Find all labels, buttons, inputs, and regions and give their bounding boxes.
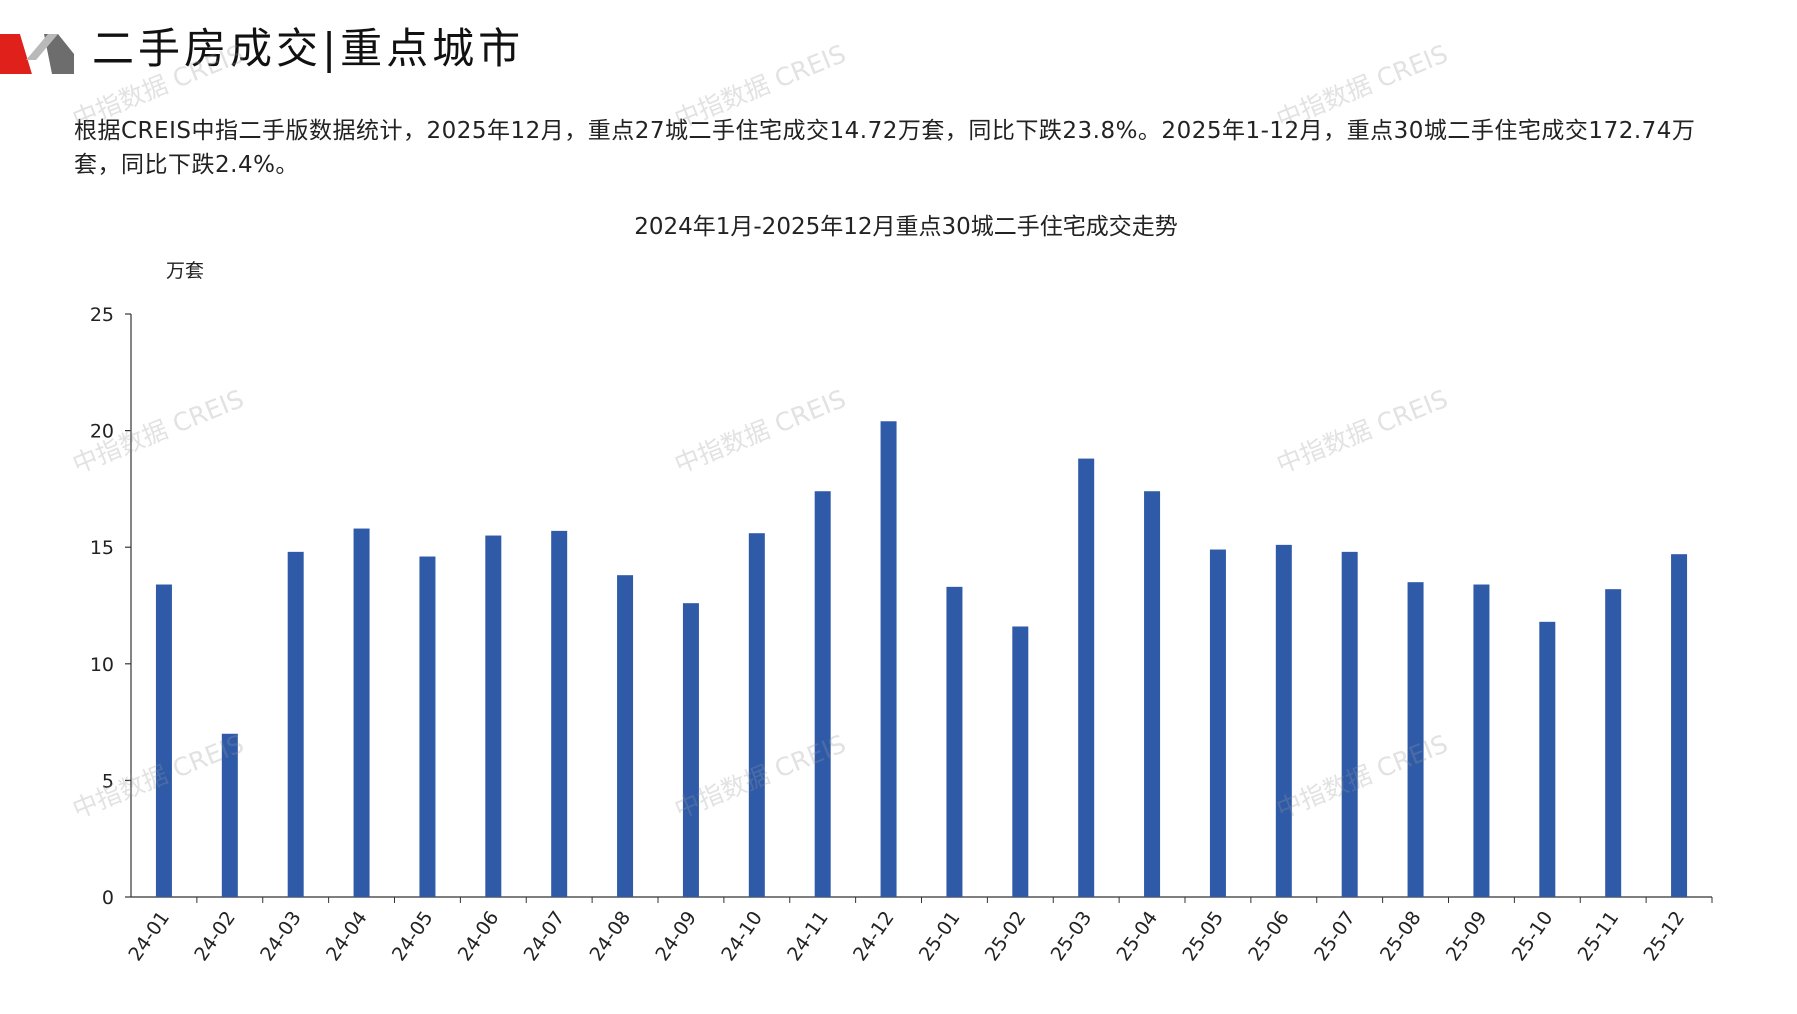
x-tick-label: 24-10	[717, 907, 767, 965]
y-axis-label: 万套	[166, 260, 204, 282]
y-tick-label: 15	[90, 537, 114, 559]
x-tick-label: 24-11	[783, 907, 833, 965]
bar	[353, 528, 370, 897]
x-tick-label: 25-04	[1112, 907, 1162, 965]
bar	[682, 603, 699, 897]
x-tick-label: 24-04	[322, 907, 372, 965]
x-tick-label: 24-07	[520, 907, 570, 965]
x-tick-label: 24-06	[454, 907, 504, 965]
bar	[748, 533, 765, 897]
x-tick-label: 25-06	[1244, 907, 1294, 965]
bar	[155, 584, 172, 897]
bar	[617, 575, 634, 897]
x-tick-label: 25-09	[1442, 907, 1492, 965]
x-tick-label: 24-02	[190, 907, 240, 965]
bar	[880, 421, 897, 897]
bar	[1671, 554, 1688, 897]
bar	[946, 586, 963, 897]
bar	[814, 491, 831, 897]
bar	[1539, 621, 1556, 897]
bar	[419, 556, 436, 897]
x-tick-label: 25-11	[1574, 907, 1624, 965]
summary-text: 根据CREIS中指二手版数据统计，2025年12月，重点27城二手住宅成交14.…	[74, 118, 1696, 178]
chart-container: 2024年1月-2025年12月重点30城二手住宅成交走势万套 0 5 10 15 20 2…	[0, 210, 1797, 1010]
bar	[1144, 491, 1161, 897]
x-tick-label: 25-12	[1639, 907, 1689, 965]
bar	[1341, 551, 1358, 897]
brand-logo-icon	[0, 34, 74, 74]
bar	[1078, 458, 1095, 897]
page-title: 二手房成交|重点城市	[92, 24, 525, 73]
x-tick-label: 24-09	[651, 907, 701, 965]
bar	[1275, 544, 1292, 897]
chart-title: 2024年1月-2025年12月重点30城二手住宅成交走势	[634, 214, 1178, 240]
x-tick-label: 25-08	[1376, 907, 1426, 965]
bar	[221, 733, 238, 897]
bar	[287, 551, 304, 897]
page-header: 二手房成交|重点城市	[0, 24, 1797, 74]
x-tick-label: 25-07	[1310, 907, 1360, 965]
x-tick-label: 24-01	[124, 907, 174, 965]
bar	[1012, 626, 1029, 897]
y-tick-label: 10	[90, 654, 114, 676]
y-tick-label: 25	[90, 304, 114, 326]
x-tick-label: 25-01	[915, 907, 965, 965]
bar	[1209, 549, 1226, 897]
x-tick-label: 25-02	[981, 907, 1031, 965]
x-tick-label: 24-03	[256, 907, 306, 965]
bar	[1407, 582, 1424, 897]
bar	[1473, 584, 1490, 897]
bar	[485, 535, 502, 897]
y-tick-label: 0	[102, 887, 114, 909]
x-tick-label: 25-10	[1508, 907, 1558, 965]
x-tick-label: 24-08	[585, 907, 635, 965]
x-tick-label: 25-05	[1178, 907, 1228, 965]
x-tick-label: 25-03	[1047, 907, 1097, 965]
x-tick-label: 24-05	[388, 907, 438, 965]
x-tick-label: 24-12	[849, 907, 899, 965]
bar	[1605, 589, 1622, 897]
y-tick-label: 5	[102, 770, 114, 792]
bar	[551, 530, 568, 897]
y-tick-label: 20	[90, 421, 114, 443]
